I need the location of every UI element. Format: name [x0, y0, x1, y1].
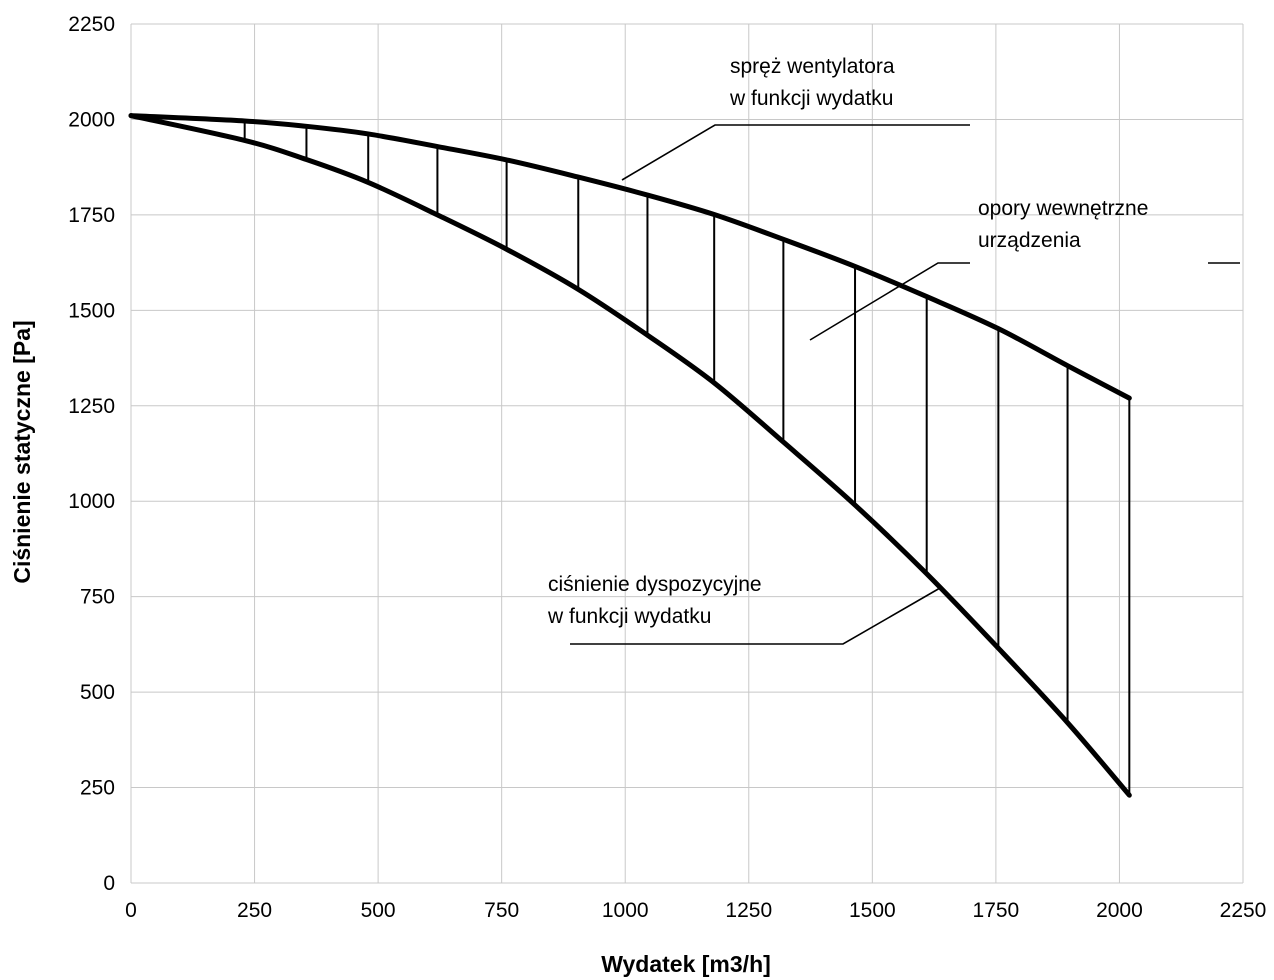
annotation-available-pressure: ciśnienie dyspozycyjne w funkcji wydatku	[547, 573, 941, 645]
x-tick-label: 2250	[1220, 899, 1267, 922]
x-tick-label: 1250	[725, 899, 772, 922]
annotation-available-pressure-line2: w funkcji wydatku	[547, 605, 711, 628]
x-tick-label: 1000	[602, 899, 649, 922]
grid	[130, 23, 1244, 884]
y-tick-label: 1250	[68, 395, 115, 418]
series-available-pressure-line	[128, 113, 1132, 798]
annotation-internal-resistance: opory wewnętrzne urządzenia	[809, 197, 1240, 341]
x-tick-label: 1500	[849, 899, 896, 922]
hatching	[243, 120, 1131, 796]
x-tick-label: 750	[484, 899, 519, 922]
annotation-available-pressure-leader	[570, 587, 941, 645]
x-tick-label: 500	[361, 899, 396, 922]
annotation-fan-pressure-leader	[621, 124, 970, 181]
tick-labels: 0 250 500 750 1000 1250 1500 1750 2000 2250 0 250 50…	[68, 13, 1266, 922]
annotation-available-pressure-line1: ciśnienie dyspozycyjne	[548, 573, 762, 596]
x-tick-label: 2000	[1096, 899, 1143, 922]
x-axis-title: Wydatek [m3/h]	[601, 951, 771, 977]
x-tick-label: 250	[237, 899, 272, 922]
y-tick-label: 2000	[68, 108, 115, 131]
x-tick-label: 0	[125, 899, 137, 922]
y-tick-label: 250	[80, 777, 115, 800]
annotation-internal-resistance-line2: urządzenia	[978, 229, 1081, 252]
y-axis-title: Ciśnienie statyczne [Pa]	[9, 320, 35, 583]
y-tick-label: 1000	[68, 490, 115, 513]
y-tick-label: 2250	[68, 13, 115, 36]
annotation-internal-resistance-line1: opory wewnętrzne	[978, 197, 1148, 220]
y-tick-label: 0	[103, 872, 115, 895]
x-tick-label: 1750	[973, 899, 1020, 922]
y-tick-label: 500	[80, 681, 115, 704]
annotation-fan-pressure-line1: spręż wentylatora	[730, 55, 895, 78]
annotation-fan-pressure-line2: w funkcji wydatku	[729, 87, 893, 110]
annotation-fan-pressure: spręż wentylatora w funkcji wydatku	[621, 55, 970, 181]
y-tick-label: 1750	[68, 204, 115, 227]
y-tick-label: 750	[80, 586, 115, 609]
annotation-internal-resistance-leader	[809, 262, 970, 341]
curves	[128, 113, 1132, 798]
series-fan-pressure-line	[128, 113, 1132, 401]
y-tick-label: 1500	[68, 299, 115, 322]
